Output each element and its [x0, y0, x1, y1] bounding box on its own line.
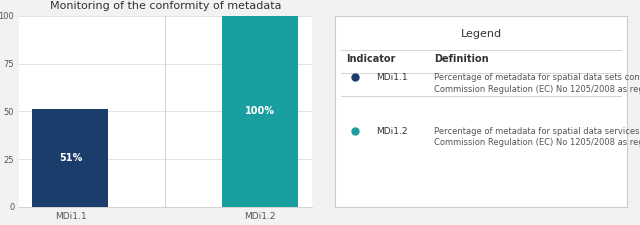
Text: Definition: Definition [435, 54, 489, 64]
Text: Indicator: Indicator [347, 54, 396, 64]
Text: MDi1.2: MDi1.2 [376, 127, 407, 136]
Text: Percentage of metadata for spatial data sets conformant with
Commission Regulati: Percentage of metadata for spatial data … [435, 73, 640, 94]
Title: Monitoring of the conformity of metadata: Monitoring of the conformity of metadata [50, 1, 281, 11]
Bar [33, 110, 108, 207]
Text: 51%: 51% [59, 153, 82, 163]
Text: Legend: Legend [461, 29, 502, 39]
Text: Percentage of metadata for spatial data services conformant with
Commission Regu: Percentage of metadata for spatial data … [435, 127, 640, 147]
Text: 100%: 100% [245, 106, 275, 116]
Bar [222, 16, 298, 207]
Text: MDi1.1: MDi1.1 [376, 73, 408, 82]
